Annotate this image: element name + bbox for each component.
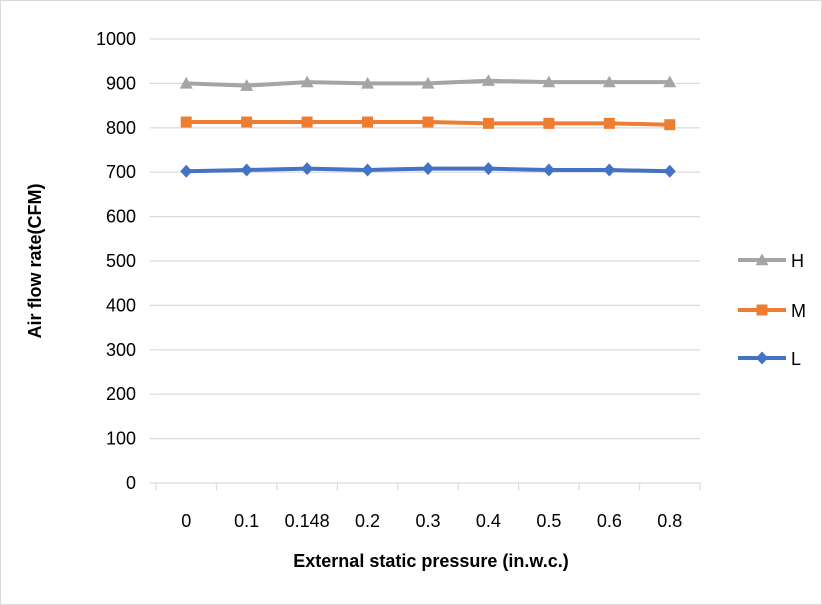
x-tick-label: 0.4 [476,511,501,531]
y-tick-label: 300 [106,340,136,360]
data-point-m [603,117,615,129]
x-tick-label: 0.8 [657,511,682,531]
data-point-h [421,76,435,89]
data-point-m [482,117,494,129]
data-point-l [301,162,314,176]
legend-label: L [791,349,801,369]
legend-entry-h: H [738,251,804,271]
data-point-l [240,163,253,177]
legend: H M L [738,251,806,369]
legend-marker [756,304,768,316]
x-tick-label: 0.6 [597,511,622,531]
y-tick-label: 200 [106,384,136,404]
data-point-l [663,164,676,178]
data-point-h [542,75,556,88]
data-point-l [361,163,374,177]
data-point-l [482,162,495,176]
y-tick-label: 800 [106,118,136,138]
legend-marker [755,253,769,266]
data-point-m [180,116,192,128]
data-point-h [481,74,495,86]
x-tick-label: 0.5 [536,511,561,531]
series-l [180,162,676,178]
x-tick-label: 0.1 [234,511,259,531]
data-point-m [362,116,374,128]
data-point-h [602,75,616,88]
data-point-h [300,75,314,88]
data-point-h [663,75,677,88]
legend-label: M [791,301,806,321]
x-tick-label: 0 [181,511,191,531]
legend-entry-m: M [738,301,806,321]
series-h [179,74,677,91]
y-tick-label: 700 [106,162,136,182]
x-axis-title: External static pressure (in.w.c.) [293,551,568,571]
axes [150,38,701,490]
data-point-m [241,116,253,128]
data-point-l [603,163,616,177]
data-point-l [542,163,555,177]
data-point-l [180,164,193,178]
data-point-m [301,116,313,128]
legend-entry-l: L [738,349,801,369]
series-lines [179,74,677,178]
legend-label: H [791,251,804,271]
y-tick-label: 1000 [96,29,136,49]
y-tick-label: 500 [106,251,136,271]
tick-labels: 0 100 200 300 400 500 600 700 800 900 1000 0 0.1 0.14… [96,29,682,531]
data-point-m [422,116,434,128]
data-point-h [361,76,375,89]
data-point-m [664,119,676,131]
legend-marker [756,351,768,365]
data-point-l [422,162,434,176]
x-tick-label: 0.3 [415,511,440,531]
data-point-m [543,117,555,129]
y-axis-title: Air flow rate(CFM) [25,183,45,338]
gridlines [156,38,700,440]
x-tick-label: 0.148 [285,511,330,531]
y-tick-label: 900 [106,73,136,93]
series-m [180,116,676,131]
y-tick-label: 600 [106,207,136,227]
y-tick-label: 100 [106,429,136,449]
y-tick-label: 400 [106,295,136,315]
y-tick-label: 0 [126,473,136,493]
x-tick-label: 0.2 [355,511,380,531]
data-point-h [179,76,193,89]
data-point-h [240,79,254,91]
